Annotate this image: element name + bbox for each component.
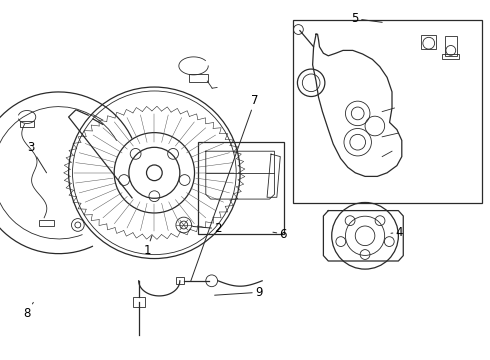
Text: 4: 4 xyxy=(391,226,403,239)
Bar xyxy=(189,74,208,82)
Text: 9: 9 xyxy=(215,286,263,299)
Bar xyxy=(39,220,54,226)
Text: 5: 5 xyxy=(351,12,382,25)
Text: 7: 7 xyxy=(191,94,259,282)
Bar xyxy=(176,277,184,284)
Bar xyxy=(133,297,145,307)
Bar xyxy=(198,142,284,234)
Bar xyxy=(442,54,459,59)
Bar xyxy=(421,35,436,49)
Text: 8: 8 xyxy=(23,302,33,320)
Bar xyxy=(20,121,34,127)
Text: 6: 6 xyxy=(273,228,287,240)
Bar xyxy=(293,20,482,203)
Bar xyxy=(445,36,457,56)
Text: 3: 3 xyxy=(27,141,47,173)
Text: 2: 2 xyxy=(193,222,222,235)
Text: 1: 1 xyxy=(143,236,152,257)
